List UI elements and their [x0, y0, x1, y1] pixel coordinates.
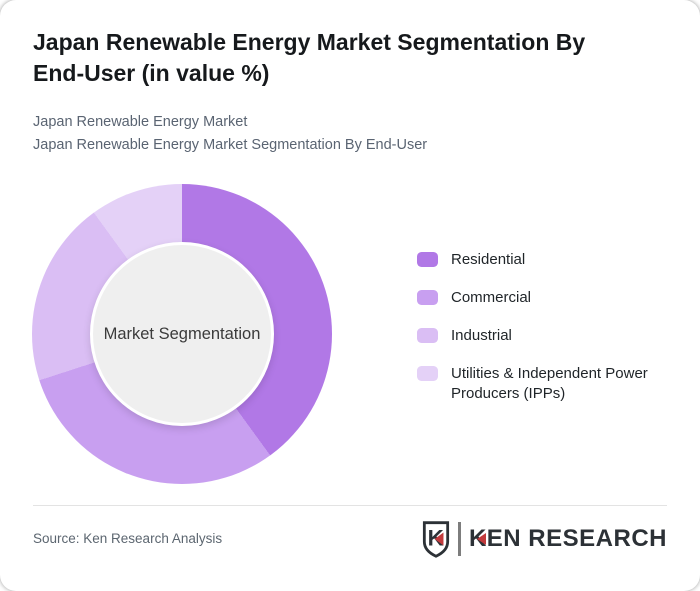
legend-label-commercial: Commercial: [451, 289, 532, 306]
logo-wordmark-rest: EN RESEARCH: [486, 525, 667, 552]
donut-chart: Market Segmentation: [32, 184, 332, 484]
subtitle: Japan Renewable Energy Market Japan Rene…: [33, 111, 653, 156]
legend-item-residential: Residential: [417, 250, 691, 270]
logo-divider-bar: [457, 522, 461, 556]
page-title-line-2: End-User (in value %): [33, 60, 270, 86]
donut-center-label: Market Segmentation: [103, 324, 261, 343]
logo-wordmark-k: K: [469, 525, 487, 553]
footer-divider: [33, 505, 667, 506]
shield-red-wedge-icon: [434, 532, 444, 546]
shield-letter: K: [428, 526, 444, 551]
legend-item-industrial: Industrial: [417, 326, 691, 346]
subtitle-line-2: Japan Renewable Energy Market Segmentati…: [33, 136, 428, 153]
legend-swatch-industrial: [417, 328, 438, 343]
legend-item-commercial: Commercial: [417, 288, 691, 308]
legend-swatch-residential: [417, 252, 438, 267]
page-title-line-1: Japan Renewable Energy Market Segmentati…: [33, 29, 586, 55]
subtitle-line-1: Japan Renewable Energy Market: [33, 114, 248, 130]
ken-research-logo: K K EN RESEARCH: [422, 520, 667, 558]
legend-label-residential: Residential: [451, 251, 526, 268]
source-note: Source: Ken Research Analysis: [33, 531, 223, 546]
legend-swatch-commercial: [417, 290, 438, 305]
chart-legend: Residential Commercial Industrial Utilit…: [417, 250, 691, 404]
logo-wordmark: K EN RESEARCH: [469, 525, 667, 553]
ken-shield-icon: K: [422, 521, 450, 558]
wordmark-red-wedge-icon: [476, 533, 486, 545]
page-title: Japan Renewable Energy Market Segmentati…: [33, 27, 673, 89]
legend-label-industrial: Industrial: [451, 327, 512, 344]
legend-label-utilities-ipps: Utilities & Independent Power Producers …: [451, 365, 648, 402]
legend-item-utilities-ipps: Utilities & Independent Power Producers …: [417, 364, 691, 404]
donut-center: Market Segmentation: [90, 242, 274, 426]
legend-swatch-utilities-ipps: [417, 366, 438, 381]
